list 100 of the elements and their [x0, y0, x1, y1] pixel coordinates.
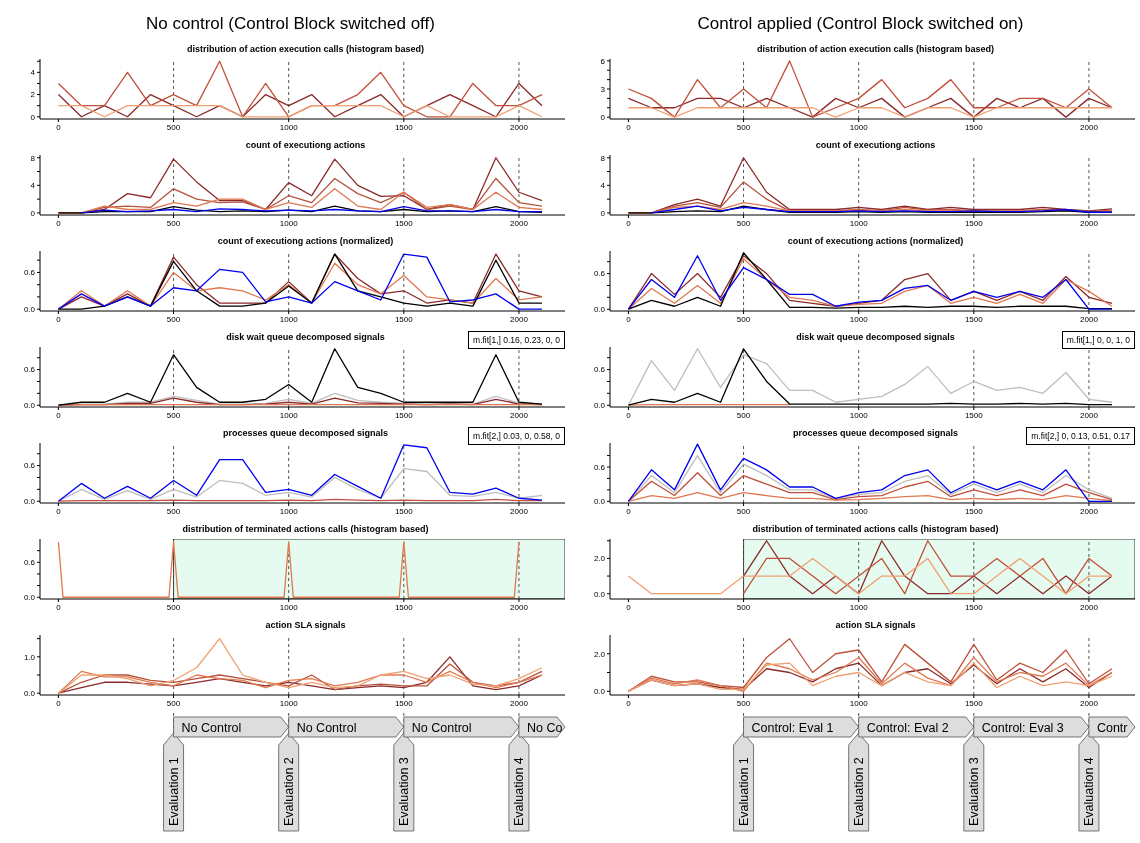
y-tick-label: 0: [600, 112, 606, 122]
x-tick-label: 1500: [394, 218, 414, 228]
y-tick-label: 2.0: [593, 649, 606, 659]
x-tick-label: 1000: [279, 122, 299, 132]
x-tick-label: 0: [626, 314, 632, 324]
x-tick-label: 500: [736, 506, 751, 516]
pentagon-tag-shape: Evaluation 3: [963, 732, 985, 832]
x-tick-label: 1500: [964, 122, 984, 132]
x-tick-label: 2000: [1080, 506, 1099, 516]
x-tick-label: 0: [626, 218, 632, 228]
x-tick-label: 1500: [394, 506, 414, 516]
x-tick-label: 1500: [394, 602, 414, 612]
pentagon-arrow-shape: Control: Eval 2: [858, 716, 975, 738]
text: m.fit[2,] 0.03, 0, 0.58, 0: [468, 427, 565, 445]
x-tick-label: 2000: [510, 314, 529, 324]
x-tick-label: 1000: [279, 218, 299, 228]
y-tick-label: 8: [600, 153, 606, 163]
x-tick-label: 1500: [964, 314, 984, 324]
chart-title: processes queue decomposed signals: [792, 428, 959, 438]
x-tick-label: 2000: [1080, 602, 1099, 612]
x-tick-label: 500: [166, 506, 181, 516]
x-tick-label: 2000: [510, 410, 529, 420]
x-tick-label: 500: [736, 314, 751, 324]
pentagon-tag-shape: Evaluation 2: [278, 732, 300, 832]
x-tick-label: 500: [166, 698, 181, 708]
x-tick-label: 1000: [279, 602, 299, 612]
chart-title: disk wait queue decomposed signals: [226, 332, 385, 342]
x-tick-label: 2000: [1080, 410, 1099, 420]
pentagon-arrow-shape: Contr: [1088, 716, 1136, 738]
y-tick-label: 0.0: [593, 497, 606, 507]
y-tick-label: 0.0: [593, 589, 606, 599]
x-tick-label: 0: [56, 218, 62, 228]
chart-title: distribution of terminated actions calls (histogram based): [751, 524, 1000, 535]
y-tick-label: 4: [30, 181, 36, 191]
x-tick-label: 1000: [279, 314, 299, 324]
pentagon-arrow-shape: Control: Eval 1: [743, 716, 860, 738]
y-tick-label: 3: [600, 84, 606, 94]
x-tick-label: 500: [736, 698, 751, 708]
text: m.fit[1,] 0.16, 0.23, 0, 0: [468, 331, 565, 349]
y-tick-label: 0.0: [23, 593, 36, 603]
y-tick-label: 0: [600, 208, 606, 218]
chart-title: action SLA signals: [264, 620, 347, 631]
x-tick-label: 500: [166, 410, 181, 420]
x-tick-label: 0: [56, 122, 62, 132]
y-tick-label: 0.6: [23, 558, 36, 568]
y-tick-label: 0.6: [593, 269, 606, 279]
x-tick-label: 0: [56, 506, 62, 516]
x-tick-label: 2000: [1080, 122, 1099, 132]
x-tick-label: 1500: [964, 698, 984, 708]
pentagon-arrow-shape: No Control: [173, 716, 290, 738]
chart-subtitle: distribution of action execution calls (histogram based): [185, 44, 425, 55]
x-tick-label: 0: [626, 506, 632, 516]
x-tick-label: 1000: [279, 698, 299, 708]
x-tick-label: 0: [56, 602, 62, 612]
chart-title: count of executiong actions (normalized): [216, 236, 395, 247]
x-tick-label: 1000: [849, 602, 869, 612]
y-tick-label: 0.0: [23, 497, 36, 507]
y-tick-label: 0.0: [593, 305, 606, 315]
pentagon-tag-shape: Evaluation 3: [393, 732, 415, 832]
text: m.fit[2,] 0, 0.13, 0.51, 0.17: [1026, 427, 1135, 445]
y-tick-label: 0.6: [23, 365, 36, 375]
x-tick-label: 0: [56, 698, 62, 708]
x-tick-label: 0: [56, 314, 62, 324]
x-tick-label: 1000: [849, 122, 869, 132]
x-tick-label: 0: [626, 698, 632, 708]
x-tick-label: 2000: [510, 218, 529, 228]
x-tick-label: 1500: [394, 698, 414, 708]
x-tick-label: 500: [736, 410, 751, 420]
x-tick-label: 1500: [964, 410, 984, 420]
y-tick-label: 0.6: [23, 461, 36, 471]
x-tick-label: 2000: [510, 602, 529, 612]
pentagon-tag-shape: Evaluation 1: [733, 732, 754, 832]
y-tick-label: 0: [30, 112, 36, 122]
pentagon-tag-shape: Evaluation 2: [848, 732, 870, 832]
y-tick-label: 0.0: [593, 687, 606, 697]
x-tick-label: 0: [626, 122, 632, 132]
chart-title: processes queue decomposed signals: [222, 428, 389, 438]
x-tick-label: 500: [736, 218, 751, 228]
y-tick-label: 1.0: [23, 652, 36, 662]
chart-subtitle: distribution of action execution calls (histogram based): [755, 44, 995, 55]
y-tick-label: 0.0: [23, 689, 36, 699]
x-tick-label: 1000: [849, 314, 869, 324]
y-tick-label: 2.0: [593, 554, 606, 564]
x-tick-label: 1500: [394, 122, 414, 132]
y-tick-label: 0: [30, 208, 36, 218]
y-tick-label: 0.6: [593, 365, 606, 375]
pentagon-arrow-shape: No Co: [518, 716, 566, 738]
x-tick-label: 1500: [394, 314, 414, 324]
x-tick-label: 1500: [964, 602, 984, 612]
x-tick-label: 2000: [510, 506, 529, 516]
x-tick-label: 1000: [849, 698, 869, 708]
x-tick-label: 1000: [849, 218, 869, 228]
x-tick-label: 500: [166, 218, 181, 228]
x-tick-label: 1000: [279, 506, 299, 516]
y-tick-label: 8: [30, 153, 36, 163]
chart-title: action SLA signals: [834, 620, 917, 631]
x-tick-label: 1500: [964, 218, 984, 228]
x-tick-label: 2000: [1080, 698, 1099, 708]
x-tick-label: 1000: [849, 506, 869, 516]
chart-title: count of executiong actions (normalized): [786, 236, 965, 247]
